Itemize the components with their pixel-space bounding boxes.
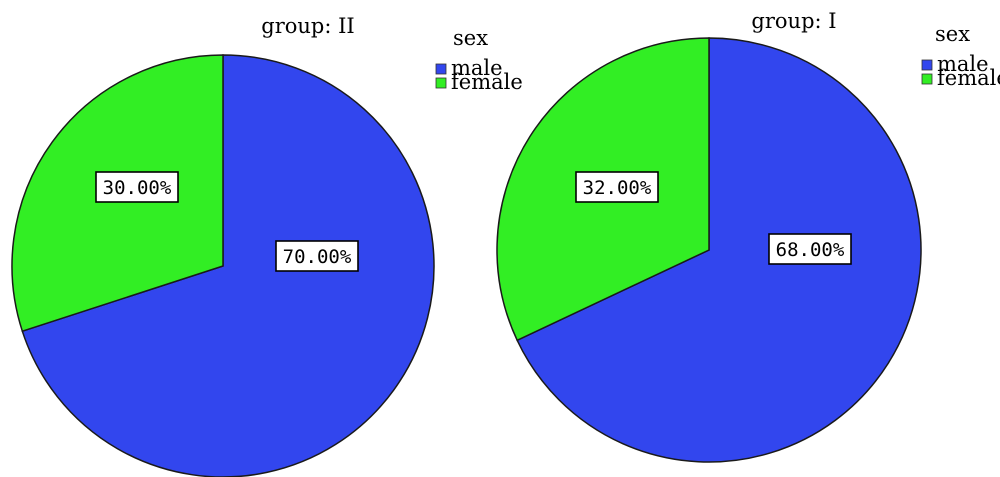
data-label-box bbox=[575, 171, 659, 203]
pie-slice-male bbox=[21, 54, 435, 477]
legend-label-male: male bbox=[451, 56, 503, 80]
data-labels: 68.00% 32.00% bbox=[575, 171, 852, 265]
data-label-box bbox=[95, 171, 179, 203]
data-label-text: 30.00% bbox=[103, 177, 172, 199]
legend-label-female: female bbox=[451, 70, 523, 94]
data-label-text: 70.00% bbox=[283, 246, 352, 268]
data-label-text: 32.00% bbox=[583, 177, 652, 199]
pie-slices bbox=[11, 54, 435, 477]
pie-slices bbox=[496, 37, 922, 463]
legend-swatch-male bbox=[435, 63, 447, 75]
data-label-male: 68.00% bbox=[768, 233, 852, 265]
legend-label-female: female bbox=[937, 66, 1000, 90]
chart-title: group: II bbox=[261, 14, 354, 38]
legend-title: sex bbox=[935, 22, 970, 46]
data-label-box bbox=[768, 233, 852, 265]
legend-label-male: male bbox=[937, 52, 989, 76]
legend-swatch-female bbox=[435, 77, 447, 89]
data-label-text: 68.00% bbox=[776, 239, 845, 261]
legend-swatch-male bbox=[921, 59, 933, 71]
legend-swatch-female bbox=[921, 73, 933, 85]
data-label-female: 32.00% bbox=[575, 171, 659, 203]
data-label-box bbox=[275, 240, 359, 272]
chart-title: group: I bbox=[751, 9, 836, 33]
data-label-female: 30.00% bbox=[95, 171, 179, 203]
pie-slice-male bbox=[516, 37, 922, 463]
data-labels: 70.00% 30.00% bbox=[95, 171, 359, 272]
legend-title: sex bbox=[453, 26, 488, 50]
data-label-male: 70.00% bbox=[275, 240, 359, 272]
